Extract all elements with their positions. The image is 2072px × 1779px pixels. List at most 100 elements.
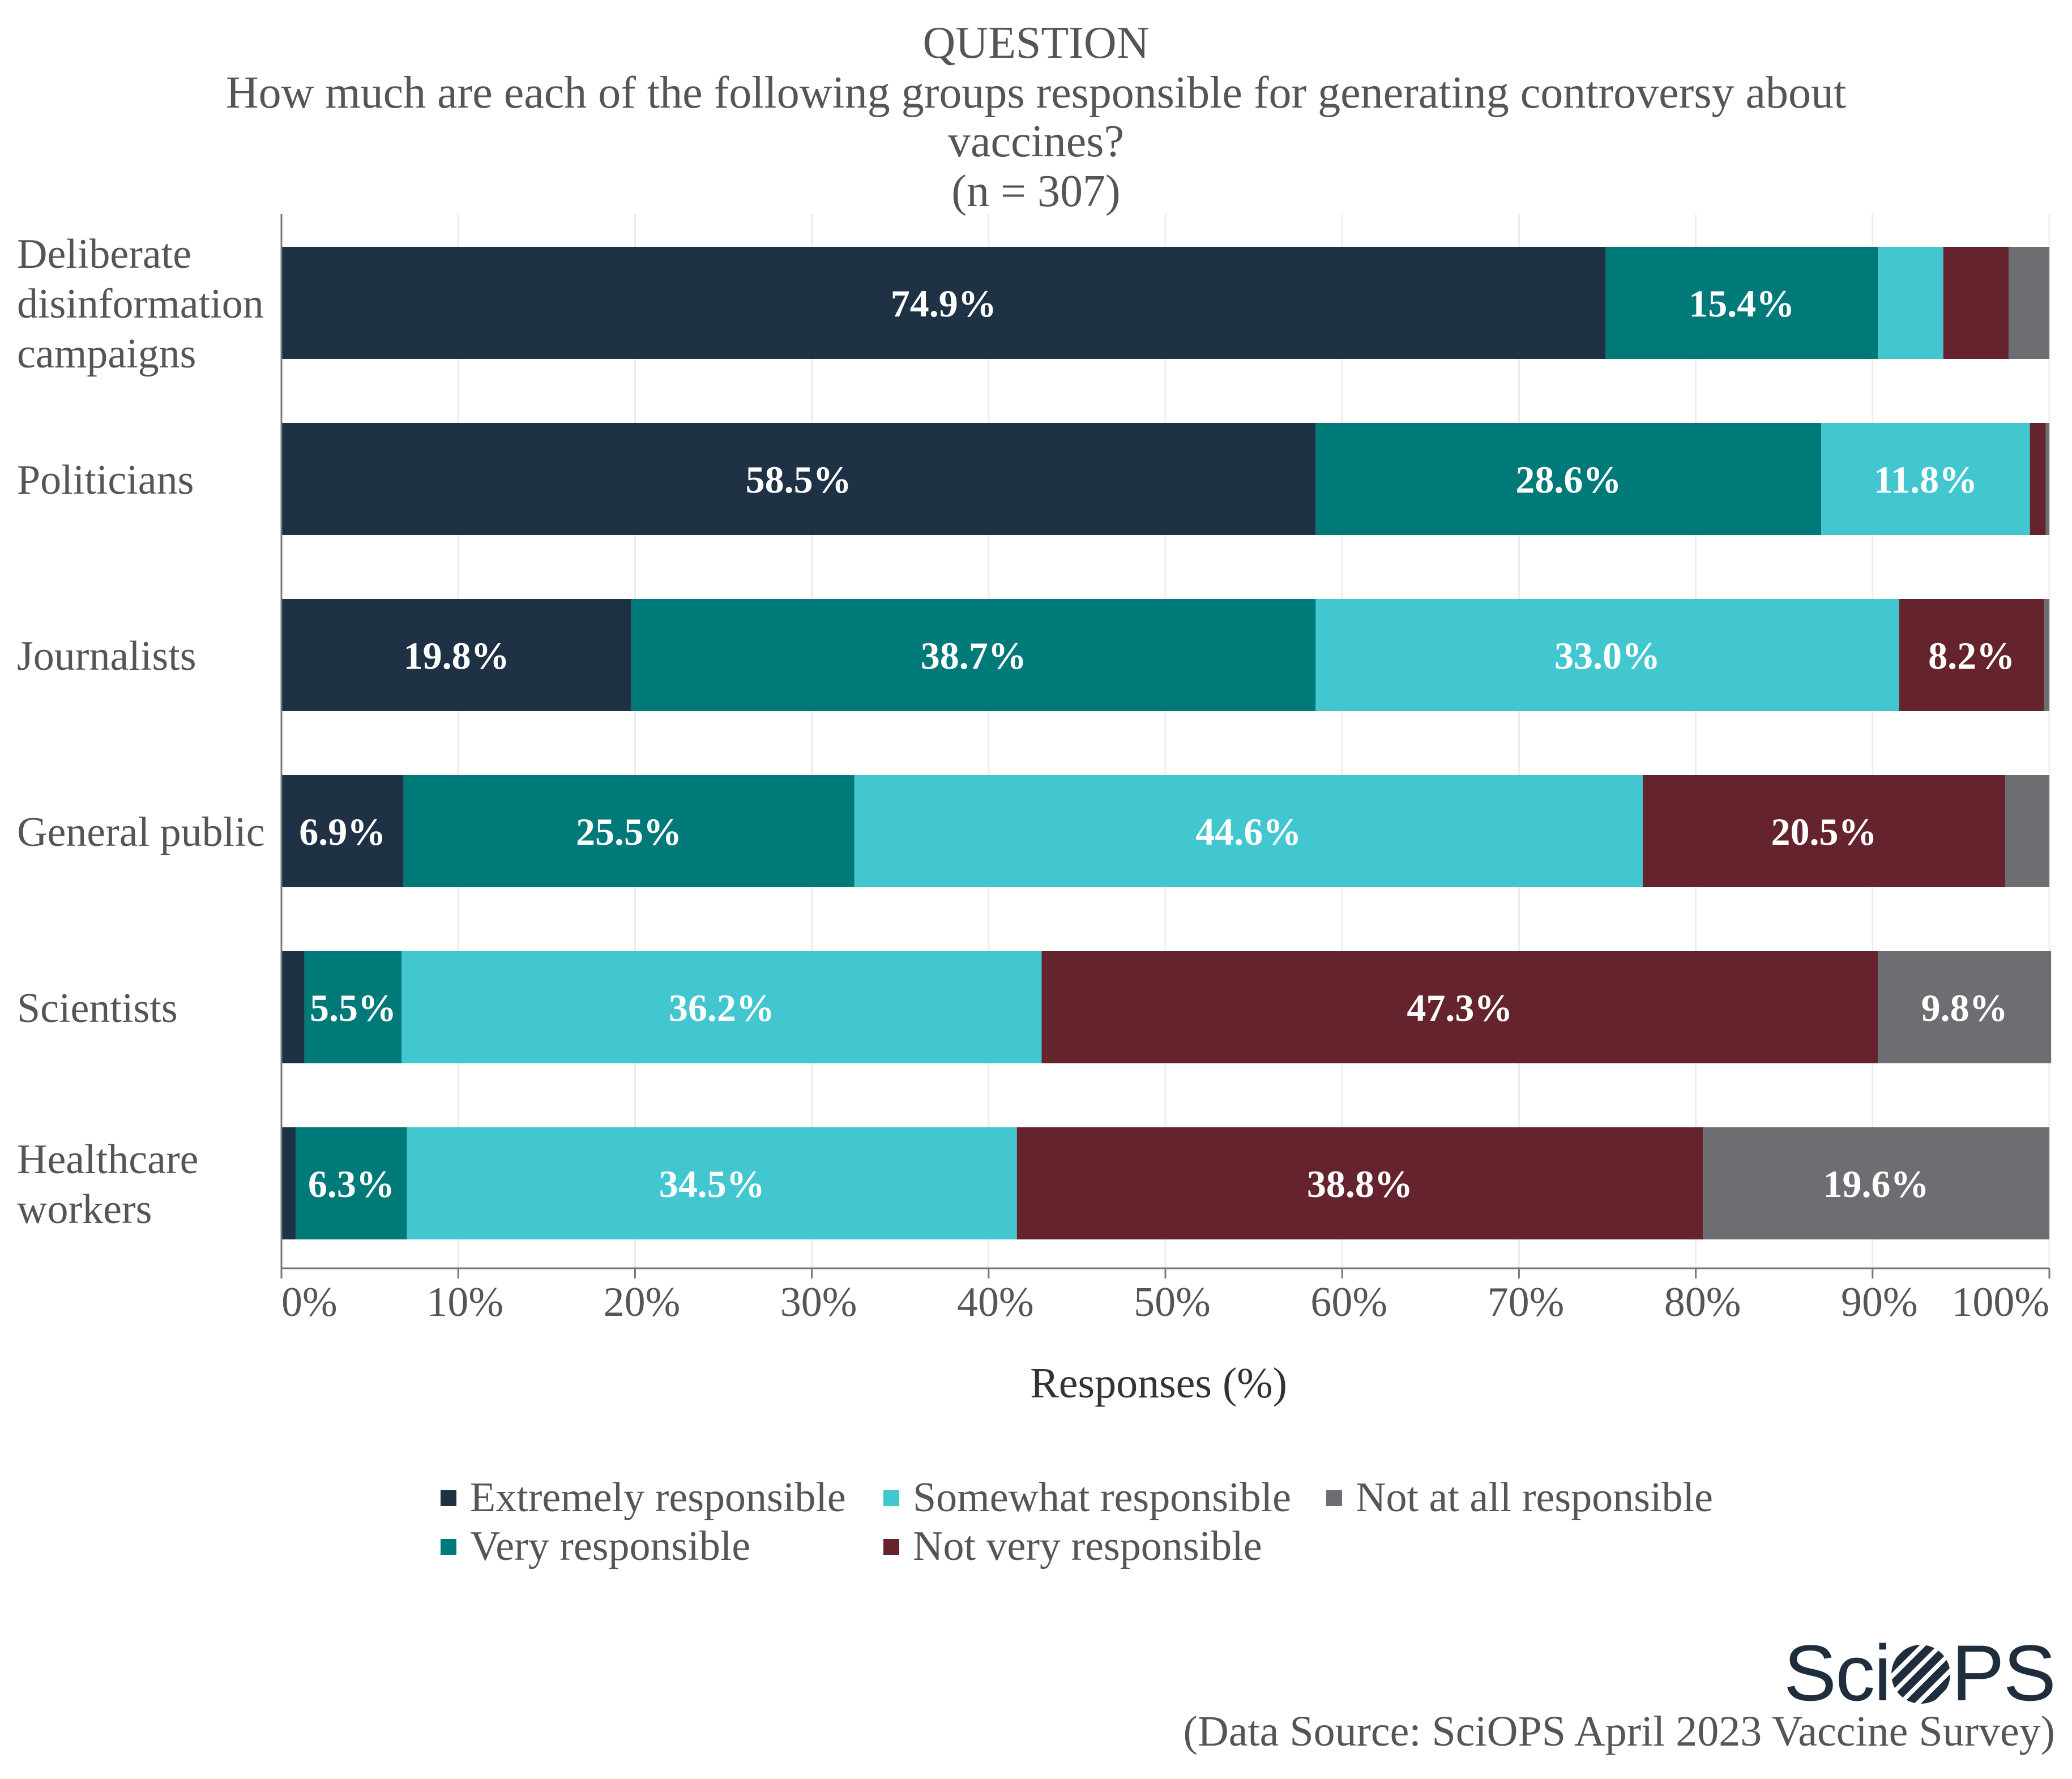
legend-swatch	[1326, 1490, 1342, 1507]
data-label: 58.5%	[746, 458, 852, 501]
data-source: (Data Source: SciOPS April 2023 Vaccine …	[1183, 1708, 2055, 1755]
legend-item-extremely: Extremely responsible	[441, 1477, 846, 1519]
sciops-logo: Sci PS	[1783, 1628, 2056, 1717]
bar-segment	[1943, 247, 2009, 359]
legend-label: Very responsible	[470, 1523, 751, 1570]
bar-segment	[1315, 599, 1899, 711]
x-tick-label: 30%	[780, 1279, 857, 1325]
data-label: 6.9%	[299, 810, 386, 853]
legend-label: Not very responsible	[913, 1523, 1262, 1570]
data-label: 19.8%	[404, 634, 510, 677]
data-label: 20.5%	[1771, 810, 1877, 853]
gridlines	[280, 214, 2050, 1268]
bar-segment	[1878, 951, 2052, 1063]
data-label: 38.8%	[1307, 1162, 1413, 1205]
x-tick-label: 90%	[1841, 1279, 1918, 1325]
bar-segment	[2045, 423, 2049, 535]
x-tick-label: 100%	[1951, 1279, 2049, 1325]
data-label: 28.6%	[1515, 458, 1621, 501]
bar-segment	[2005, 775, 2049, 887]
bar-segment	[2044, 599, 2049, 711]
logo-globe-icon	[1891, 1645, 1951, 1704]
bar-segment	[401, 951, 1042, 1063]
legend-swatch	[441, 1490, 456, 1507]
bar-segment	[2009, 247, 2049, 359]
bar-segment	[281, 599, 632, 711]
sample-size: (n = 307)	[951, 166, 1121, 216]
data-label: 6.3%	[308, 1162, 395, 1205]
data-label: 9.8%	[1921, 986, 2008, 1029]
bar-segment	[1605, 247, 1878, 359]
data-label: 11.8%	[1874, 458, 1977, 501]
bar-segment	[2030, 423, 2046, 535]
segment-labels: 74.9% 15.4% 58.5% 28.6% 11.8% 19.8% 38.7% 33.0%…	[299, 282, 2015, 1205]
data-label: 38.7%	[921, 634, 1027, 677]
x-tick-label: 50%	[1134, 1279, 1211, 1325]
bar-segment	[281, 247, 1606, 359]
legend-label: Somewhat responsible	[913, 1474, 1291, 1521]
x-tick-label: 0%	[281, 1279, 337, 1325]
category-label: Journalists	[17, 633, 196, 679]
bar-segment	[1016, 1127, 1703, 1239]
x-tick-label: 10%	[426, 1279, 503, 1325]
category-label: Deliberate	[17, 231, 191, 277]
bar-segment	[631, 599, 1316, 711]
data-label: 19.6%	[1823, 1162, 1929, 1205]
bar-segment	[281, 1127, 296, 1239]
category-label: General public	[17, 809, 265, 856]
legend-swatch	[883, 1539, 899, 1555]
x-tick-labels: 0% 10% 20% 30% 40% 50% 60% 70% 80% 90% 100%	[281, 1279, 2049, 1325]
bar-segment	[1703, 1127, 2049, 1239]
bar-segment	[1878, 247, 1943, 359]
question-text-line1: How much are each of the following group…	[225, 68, 1847, 118]
data-label: 34.5%	[659, 1162, 765, 1205]
category-label: Politicians	[17, 457, 194, 503]
question-label: QUESTION	[922, 18, 1150, 68]
bar-segment	[281, 951, 305, 1063]
data-label: 74.9%	[891, 282, 997, 325]
legend-swatch	[441, 1539, 456, 1555]
data-label: 36.2%	[669, 986, 775, 1029]
bar-segment	[1041, 951, 1878, 1063]
category-label: campaigns	[17, 331, 196, 377]
bar-segment	[1899, 599, 2044, 711]
question-text-line2: vaccines?	[948, 117, 1124, 166]
bar-segment	[1315, 423, 1822, 535]
legend-item-somewhat: Somewhat responsible	[883, 1477, 1291, 1519]
bar-segment	[403, 775, 855, 887]
x-axis-label: Responses (%)	[1030, 1359, 1287, 1407]
category-label: disinformation	[17, 281, 264, 327]
x-tick-label: 20%	[604, 1279, 681, 1325]
bars	[281, 247, 2052, 1239]
legend-label: Not at all responsible	[1356, 1474, 1713, 1521]
data-label: 47.3%	[1407, 986, 1513, 1029]
data-label: 25.5%	[576, 810, 682, 853]
stacked-bar-chart: 74.9% 15.4% 58.5% 28.6% 11.8% 19.8% 38.7% 33.0%…	[17, 214, 2052, 1407]
bar-segment	[1642, 775, 2005, 887]
category-label: workers	[17, 1186, 152, 1233]
data-label: 5.5%	[310, 986, 396, 1029]
bar-segment	[281, 423, 1316, 535]
x-tick-label: 70%	[1488, 1279, 1565, 1325]
x-tick-label: 60%	[1310, 1279, 1387, 1325]
bar-segment	[304, 951, 402, 1063]
bar-segment	[854, 775, 1643, 887]
data-label: 44.6%	[1195, 810, 1301, 853]
data-label: 33.0%	[1554, 634, 1660, 677]
legend-swatch	[883, 1490, 899, 1507]
data-label: 15.4%	[1689, 282, 1795, 325]
legend-item-not-at-all: Not at all responsible	[1326, 1477, 1713, 1519]
legend-label: Extremely responsible	[470, 1474, 846, 1521]
x-tick-label: 80%	[1664, 1279, 1741, 1325]
bar-segment	[295, 1127, 407, 1239]
axes	[280, 214, 2050, 1278]
x-tick-label: 40%	[957, 1279, 1034, 1325]
bar-segment	[1821, 423, 2030, 535]
legend-item-very: Very responsible	[441, 1525, 750, 1567]
legend-item-not-very: Not very responsible	[883, 1525, 1262, 1567]
bar-segment	[281, 775, 404, 887]
category-label: Scientists	[17, 985, 178, 1032]
bar-segment	[407, 1127, 1017, 1239]
data-label: 8.2%	[1928, 634, 2015, 677]
